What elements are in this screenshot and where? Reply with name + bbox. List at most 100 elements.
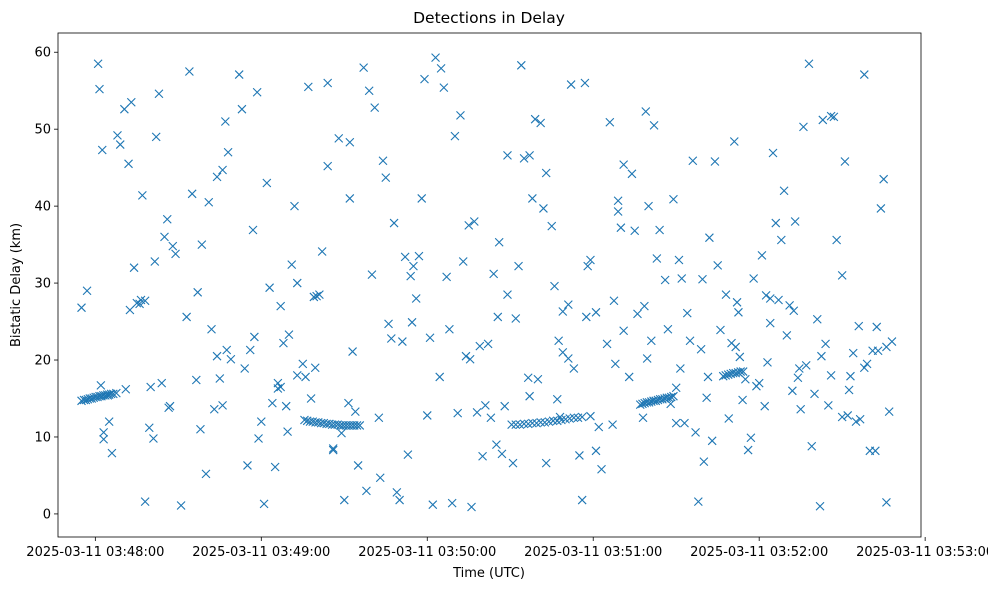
data-point — [281, 401, 291, 411]
data-point — [675, 364, 685, 373]
data-point — [760, 401, 770, 411]
data-point — [812, 314, 822, 324]
data-point — [392, 487, 402, 497]
data-point — [301, 372, 310, 382]
data-point — [492, 440, 501, 450]
data-point — [384, 319, 393, 329]
data-point — [367, 270, 377, 280]
data-point — [718, 371, 728, 381]
data-point — [721, 371, 731, 380]
data-point — [698, 274, 707, 284]
data-point — [868, 346, 877, 356]
data-point — [344, 398, 353, 408]
data-point — [884, 407, 894, 416]
data-point — [500, 401, 510, 411]
data-point — [734, 307, 743, 317]
data-point — [204, 197, 214, 207]
data-point — [486, 413, 496, 423]
data-point — [265, 283, 274, 293]
data-point — [184, 67, 194, 76]
data-point — [182, 312, 192, 322]
data-point — [539, 204, 548, 213]
data-point — [641, 107, 651, 116]
data-point — [137, 190, 147, 200]
data-point — [782, 331, 792, 340]
data-point — [442, 272, 452, 282]
data-point — [453, 408, 463, 418]
data-point — [220, 117, 230, 126]
data-point — [353, 461, 363, 470]
data-point — [328, 444, 338, 453]
data-point — [403, 450, 413, 460]
data-point — [125, 305, 135, 315]
data-point — [497, 449, 507, 459]
data-point — [837, 412, 847, 422]
data-point — [417, 194, 427, 203]
data-point — [503, 290, 512, 300]
data-point — [736, 367, 746, 376]
data-point — [475, 341, 485, 351]
data-point — [761, 290, 771, 300]
data-point — [566, 80, 576, 89]
data-point — [879, 174, 889, 184]
data-point — [196, 424, 205, 434]
data-point — [99, 434, 109, 444]
data-point — [699, 457, 709, 466]
data-point — [644, 201, 653, 211]
data-point — [763, 357, 772, 367]
data-point — [104, 417, 114, 426]
data-point — [799, 122, 808, 132]
data-point — [669, 194, 678, 204]
data-point — [640, 301, 649, 311]
data-point — [157, 378, 167, 388]
data-point — [171, 249, 180, 259]
data-point — [774, 295, 783, 305]
data-point — [740, 374, 750, 384]
data-point — [407, 317, 417, 327]
data-point — [558, 347, 568, 357]
data-point — [743, 445, 753, 455]
data-point — [164, 403, 174, 413]
data-point — [837, 270, 847, 280]
data-point — [577, 495, 587, 505]
data-point — [191, 375, 201, 385]
data-point — [350, 407, 360, 416]
data-point — [507, 420, 517, 430]
data-point — [605, 117, 615, 127]
data-point — [176, 501, 186, 510]
data-point — [323, 78, 333, 88]
data-point — [716, 325, 725, 335]
data-point — [613, 207, 623, 216]
data-point — [616, 223, 626, 233]
data-point — [527, 194, 537, 203]
data-point — [395, 495, 404, 505]
data-point — [876, 204, 886, 213]
data-point — [731, 368, 741, 378]
data-point — [723, 370, 733, 380]
data-point — [209, 404, 219, 414]
data-point — [108, 389, 118, 399]
data-point — [569, 413, 579, 423]
y-tick-label: 30 — [34, 277, 51, 292]
data-point — [525, 391, 534, 401]
data-point — [240, 364, 250, 373]
x-tick-label: 2025-03-11 03:52:00 — [690, 545, 828, 560]
data-point — [597, 464, 606, 474]
data-point — [870, 446, 880, 456]
data-point — [420, 74, 429, 84]
data-point — [674, 255, 684, 265]
data-point — [317, 247, 327, 256]
data-point — [248, 225, 258, 235]
x-tick-label: 2025-03-11 03:51:00 — [524, 545, 662, 560]
data-point — [669, 391, 678, 401]
data-point — [150, 257, 160, 266]
data-point — [315, 290, 324, 300]
data-point — [445, 324, 454, 334]
data-point — [552, 394, 562, 404]
data-point — [447, 498, 457, 508]
data-point — [872, 322, 882, 332]
data-point — [554, 336, 564, 346]
data-point — [541, 168, 551, 178]
data-point — [212, 351, 222, 361]
data-point — [95, 84, 104, 94]
